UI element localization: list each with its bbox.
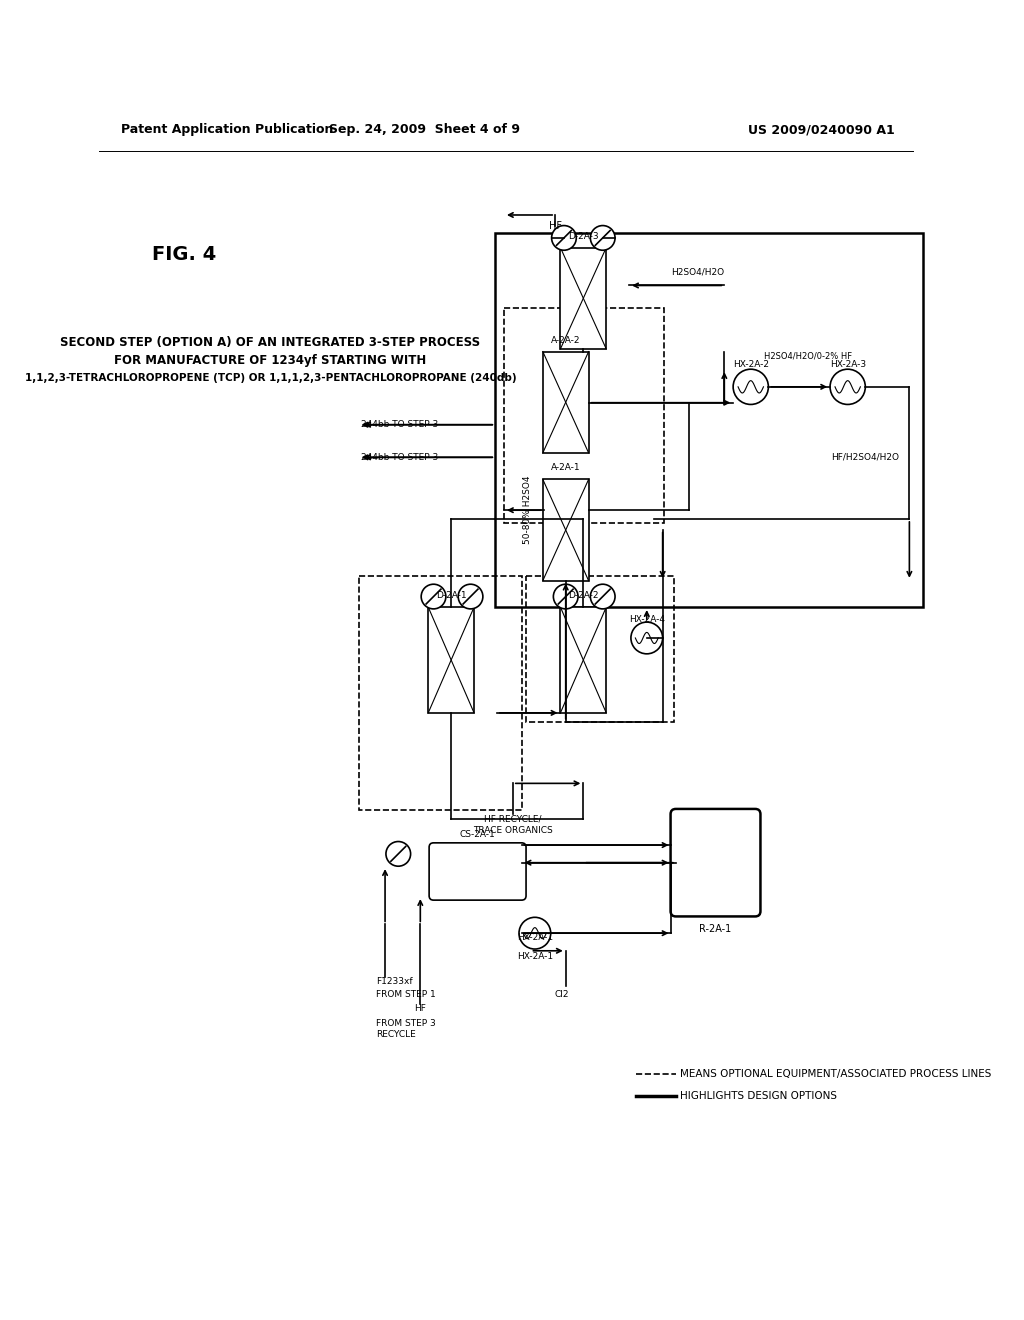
Bar (526, 577, 674, 722)
Circle shape (591, 226, 615, 251)
Text: FIG. 4: FIG. 4 (152, 246, 216, 264)
Text: F1233xf: F1233xf (376, 977, 413, 986)
FancyBboxPatch shape (671, 809, 761, 916)
Text: A-2A-2: A-2A-2 (551, 335, 581, 345)
Text: Sep. 24, 2009  Sheet 4 of 9: Sep. 24, 2009 Sheet 4 of 9 (329, 123, 520, 136)
Circle shape (830, 370, 865, 404)
Text: HIGHLIGHTS DESIGN OPTIONS: HIGHLIGHTS DESIGN OPTIONS (680, 1092, 838, 1101)
Text: HF/H2SO4/H2O: HF/H2SO4/H2O (831, 453, 899, 462)
Bar (504, 308, 665, 524)
Text: D-2A-3: D-2A-3 (568, 231, 599, 240)
Text: MEANS OPTIONAL EQUIPMENT/ASSOCIATED PROCESS LINES: MEANS OPTIONAL EQUIPMENT/ASSOCIATED PROC… (680, 1069, 991, 1080)
Text: HF: HF (414, 1003, 426, 1012)
Text: HX-2A-4: HX-2A-4 (629, 615, 665, 624)
Text: 244bb TO STEP 3: 244bb TO STEP 3 (361, 453, 438, 462)
Bar (496, 232, 923, 607)
Circle shape (421, 585, 445, 609)
Circle shape (591, 585, 615, 609)
Text: US 2009/0240090 A1: US 2009/0240090 A1 (748, 123, 895, 136)
FancyBboxPatch shape (429, 843, 526, 900)
Text: HX-2A-1: HX-2A-1 (517, 953, 553, 961)
Text: D-2A-2: D-2A-2 (568, 591, 599, 601)
Circle shape (458, 585, 483, 609)
Text: SECOND STEP (OPTION A) OF AN INTEGRATED 3-STEP PROCESS: SECOND STEP (OPTION A) OF AN INTEGRATED … (60, 337, 480, 350)
Circle shape (519, 917, 551, 949)
Text: Patent Application Publication: Patent Application Publication (121, 123, 333, 136)
Circle shape (386, 842, 411, 866)
Bar (560, 248, 606, 348)
Text: H2SO4/H2O: H2SO4/H2O (672, 268, 724, 277)
Bar (543, 479, 589, 581)
Circle shape (552, 226, 577, 251)
Text: TRACE ORGANICS: TRACE ORGANICS (473, 825, 553, 834)
Text: R-2A-1: R-2A-1 (699, 924, 731, 933)
Circle shape (553, 585, 578, 609)
Bar (560, 607, 606, 713)
Text: HX-2A-1: HX-2A-1 (517, 933, 553, 942)
Text: RECYCLE: RECYCLE (376, 1030, 416, 1039)
Text: HX-2A-2: HX-2A-2 (733, 360, 769, 370)
Bar (358, 577, 521, 809)
Circle shape (631, 622, 663, 653)
Circle shape (733, 370, 768, 404)
Text: 50-80% H2SO4: 50-80% H2SO4 (523, 477, 532, 544)
Text: FROM STEP 3: FROM STEP 3 (376, 1019, 436, 1027)
Text: CS-2A-1: CS-2A-1 (460, 830, 496, 840)
Text: HF RECYCLE/: HF RECYCLE/ (484, 814, 542, 824)
Bar (543, 351, 589, 453)
Text: D-2A-1: D-2A-1 (436, 591, 467, 601)
Text: Cl2: Cl2 (554, 990, 568, 999)
Text: H2SO4/H2O/0-2% HF: H2SO4/H2O/0-2% HF (764, 351, 852, 360)
Bar (428, 607, 474, 713)
Text: FROM STEP 1: FROM STEP 1 (376, 990, 436, 999)
Text: HF: HF (549, 222, 561, 231)
Text: FOR MANUFACTURE OF 1234yf STARTING WITH: FOR MANUFACTURE OF 1234yf STARTING WITH (115, 354, 427, 367)
Text: A-2A-1: A-2A-1 (551, 463, 581, 473)
Text: HX-2A-3: HX-2A-3 (829, 360, 865, 370)
Text: 1,1,2,3-TETRACHLOROPROPENE (TCP) OR 1,1,1,2,3-PENTACHLOROPROPANE (240db): 1,1,2,3-TETRACHLOROPROPENE (TCP) OR 1,1,… (25, 374, 516, 383)
Text: 244bb TO STEP 3: 244bb TO STEP 3 (361, 420, 438, 429)
